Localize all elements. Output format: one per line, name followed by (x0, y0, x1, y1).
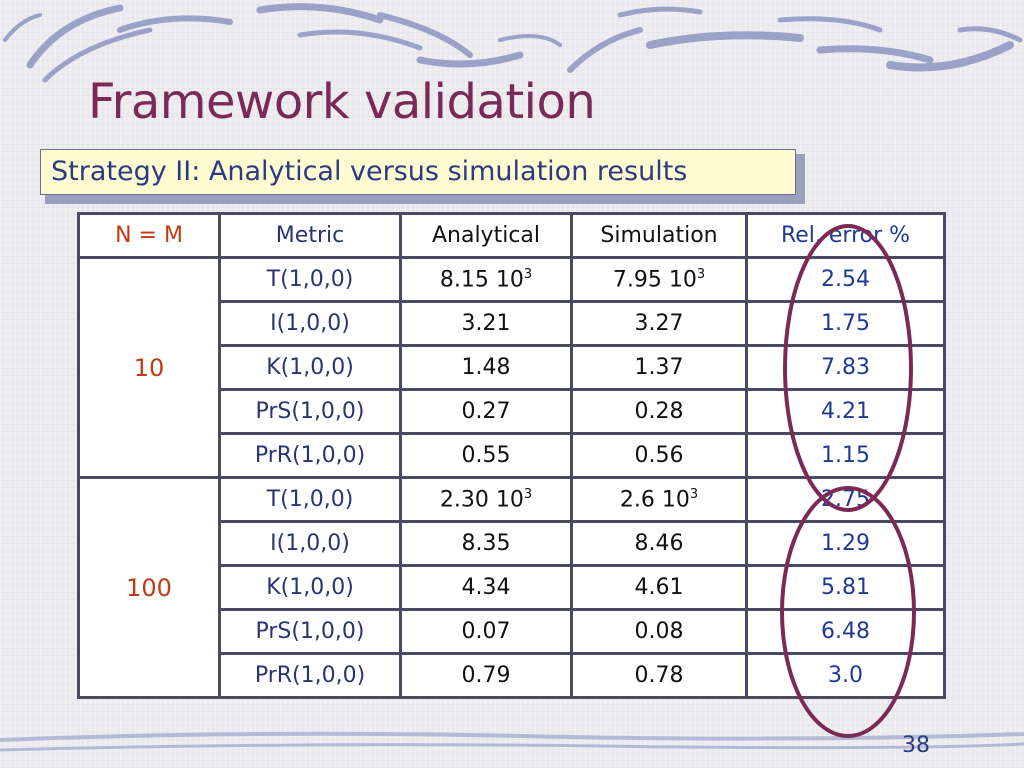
rel-error-cell: 2.54 (745, 256, 946, 303)
simulation-cell: 2.6 103 (570, 476, 748, 523)
rel-error-cell: 6.48 (745, 608, 946, 655)
analytical-cell: 3.21 (399, 300, 573, 347)
rel-error-cell: 4.21 (745, 388, 946, 435)
page-number: 38 (902, 733, 930, 758)
analytical-cell: 2.30 103 (399, 476, 573, 523)
metric-cell: I(1,0,0) (218, 520, 402, 567)
rel-error-cell: 5.81 (745, 564, 946, 611)
simulation-cell: 1.37 (570, 344, 748, 391)
simulation-cell: 0.78 (570, 652, 748, 699)
rel-error-cell: 1.15 (745, 432, 946, 479)
metric-cell: K(1,0,0) (218, 564, 402, 611)
simulation-cell: 4.61 (570, 564, 748, 611)
metric-cell: PrR(1,0,0) (218, 432, 402, 479)
results-table: N = M Metric Analytical Simulation Rel. … (77, 212, 946, 699)
analytical-cell: 4.34 (399, 564, 573, 611)
metric-cell: I(1,0,0) (218, 300, 402, 347)
analytical-cell: 0.27 (399, 388, 573, 435)
rel-error-cell: 1.29 (745, 520, 946, 567)
table-row: 10 T(1,0,0) 8.15 103 7.95 103 2.54 (77, 256, 946, 479)
rel-error-cell: 3.0 (745, 652, 946, 699)
subtitle-box: Strategy II: Analytical versus simulatio… (40, 149, 796, 195)
rel-error-cell: 2.75 (745, 476, 946, 523)
page-title: Framework validation (88, 74, 596, 130)
metric-cell: T(1,0,0) (218, 476, 402, 523)
analytical-cell: 0.07 (399, 608, 573, 655)
table-header-row: N = M Metric Analytical Simulation Rel. … (77, 212, 946, 259)
decorative-swoosh-bottom (0, 731, 1024, 752)
header-rel-error: Rel. error % (745, 212, 946, 259)
subtitle-text: Strategy II: Analytical versus simulatio… (51, 156, 688, 187)
group-label: 100 (77, 476, 221, 699)
metric-cell: PrR(1,0,0) (218, 652, 402, 699)
header-simulation: Simulation (570, 212, 748, 259)
simulation-cell: 3.27 (570, 300, 748, 347)
analytical-cell: 8.15 103 (399, 256, 573, 303)
metric-cell: PrS(1,0,0) (218, 388, 402, 435)
metric-cell: T(1,0,0) (218, 256, 402, 303)
analytical-cell: 1.48 (399, 344, 573, 391)
header-analytical: Analytical (399, 212, 573, 259)
header-n-m: N = M (77, 212, 221, 259)
analytical-cell: 0.55 (399, 432, 573, 479)
analytical-cell: 8.35 (399, 520, 573, 567)
simulation-cell: 0.28 (570, 388, 748, 435)
simulation-cell: 7.95 103 (570, 256, 748, 303)
table-row: 100 T(1,0,0) 2.30 103 2.6 103 2.75 (77, 476, 946, 699)
simulation-cell: 8.46 (570, 520, 748, 567)
analytical-cell: 0.79 (399, 652, 573, 699)
group-label: 10 (77, 256, 221, 479)
decorative-swoosh-top (3, 3, 1023, 83)
metric-cell: PrS(1,0,0) (218, 608, 402, 655)
metric-cell: K(1,0,0) (218, 344, 402, 391)
header-metric: Metric (218, 212, 402, 259)
rel-error-cell: 1.75 (745, 300, 946, 347)
simulation-cell: 0.56 (570, 432, 748, 479)
simulation-cell: 0.08 (570, 608, 748, 655)
rel-error-cell: 7.83 (745, 344, 946, 391)
